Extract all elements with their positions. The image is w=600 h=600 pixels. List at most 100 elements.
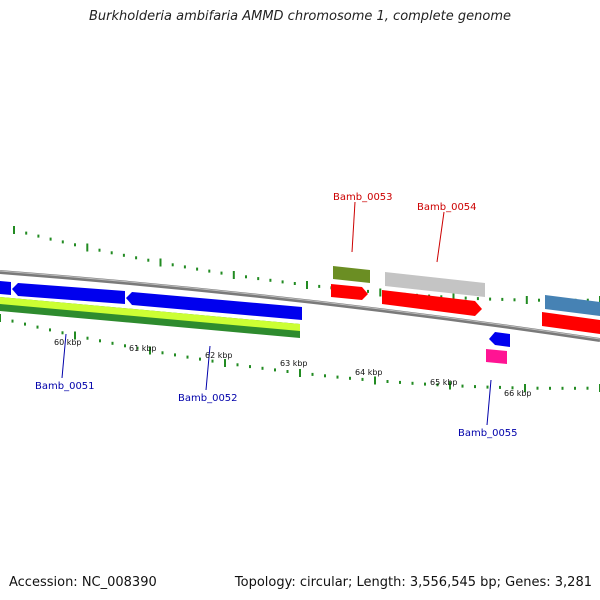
minor-tick [361,377,364,381]
minor-tick [476,297,479,301]
minor-tick [386,380,389,383]
minor-tick [245,275,247,279]
kbp-label: 62 kbp [205,351,233,360]
major-tick [86,243,89,252]
minor-tick [183,265,186,269]
minor-tick [538,298,540,302]
kbp-label: 64 kbp [355,368,383,377]
minor-tick [208,269,211,273]
major-tick [0,314,1,322]
map-title: Burkholderia ambifaria AMMD chromosome 1… [88,9,512,24]
accession-text: Accession: NC_008390 [9,575,157,590]
minor-tick [110,251,113,255]
cds-blue-feature [126,292,302,320]
minor-tick [135,256,138,260]
minor-tick [98,248,101,252]
minor-tick [501,297,504,301]
minor-tick [336,375,339,379]
kbp-label: 63 kbp [280,359,308,368]
gene-label-bamb-0052: Bamb_0052 [178,393,238,404]
minor-tick [293,282,296,285]
minor-tick [269,278,272,282]
minor-tick [586,386,589,390]
minor-tick [111,341,114,345]
gene-band-lime [0,297,300,331]
major-tick [159,258,162,267]
major-tick [379,288,382,297]
minor-tick [311,372,314,376]
leader-bamb-0055 [486,379,492,426]
minor-tick [36,325,39,329]
kbp-label: 60 kbp [54,338,82,347]
kbp-label: 61 kbp [129,344,157,353]
major-tick [74,331,76,340]
genome-summary-text: Topology: circular; Length: 3,556,545 bp… [234,575,592,590]
major-tick [13,226,15,234]
major-tick [524,384,526,392]
minor-tick [274,368,276,372]
minor-tick [474,385,476,389]
cds-red-feature [331,284,368,300]
minor-tick [257,277,260,281]
minor-tick [124,344,126,348]
minor-tick [489,297,492,301]
minor-tick [511,386,514,390]
leader-bamb-0051 [61,333,67,379]
grey-feature [385,272,485,297]
minor-tick [586,298,589,302]
minor-tick [25,231,28,235]
minor-tick [171,263,174,267]
minor-tick [318,284,321,288]
magenta-feature [486,349,507,364]
major-tick [224,359,226,367]
minor-tick [461,384,464,388]
minor-tick [186,355,189,359]
cds-red-feature [382,290,482,316]
minor-tick [536,386,539,390]
minor-tick [136,346,139,350]
minor-tick [499,385,501,389]
major-tick [525,296,528,304]
minor-tick [199,357,201,361]
minor-tick [147,258,150,262]
minor-tick [11,319,14,323]
minor-tick [574,386,576,390]
cds-blue-feature [12,283,125,304]
minor-tick [486,385,489,389]
backbone-line [0,270,600,342]
minor-tick [61,240,64,244]
inner-tick-ring [0,314,600,392]
minor-tick [37,234,40,238]
minor-tick [349,376,351,380]
cds-red-feature [542,312,600,334]
steel-blue-feature [545,295,600,316]
minor-tick [513,298,516,302]
minor-tick [86,336,89,340]
minor-tick [196,267,199,271]
major-tick [149,346,151,355]
minor-tick [174,353,176,357]
gene-label-bamb-0051: Bamb_0051 [35,381,95,392]
leader-bamb-0054 [436,211,445,263]
minor-tick [74,243,76,247]
minor-tick [440,295,443,299]
minor-tick [220,271,223,275]
minor-tick [411,381,414,385]
minor-tick [549,386,551,390]
kbp-label: 65 kbp [430,378,458,387]
olive-feature [333,266,370,283]
minor-tick [324,374,326,378]
minor-tick [99,339,101,343]
leader-bamb-0052 [205,345,211,391]
minor-tick [424,382,426,386]
minor-tick [281,280,284,284]
minor-tick [236,363,239,367]
major-tick [374,376,376,385]
major-tick [299,369,301,377]
major-tick [452,293,455,302]
backbone-highlight [0,270,600,340]
minor-tick [249,365,251,369]
gene-label-bamb-0055: Bamb_0055 [458,428,518,439]
gene-label-bamb-0053: Bamb_0053 [333,192,393,203]
